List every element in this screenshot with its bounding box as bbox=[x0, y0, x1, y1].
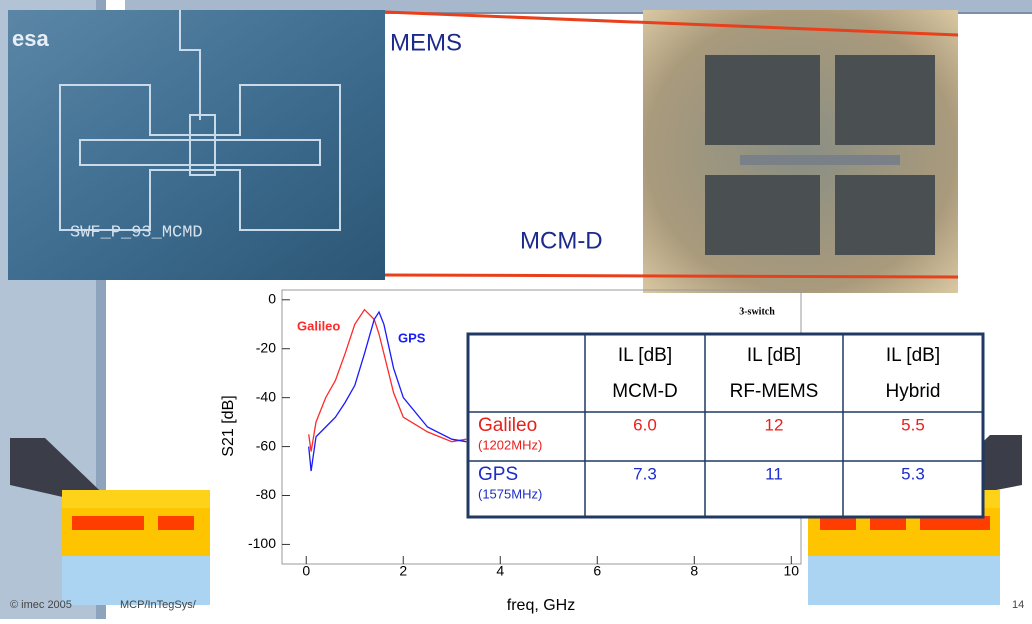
column-header: IL [dB] bbox=[886, 345, 940, 366]
page-number: 14 bbox=[1012, 599, 1024, 611]
x-tick-label: 2 bbox=[399, 563, 407, 579]
row-name: Galileo bbox=[478, 415, 537, 436]
mcmd-label: MCM-D bbox=[520, 227, 603, 254]
column-header: RF-MEMS bbox=[730, 381, 819, 402]
row-name: GPS bbox=[478, 464, 518, 485]
cell-value: 5.3 bbox=[901, 464, 925, 483]
y-tick-label: -80 bbox=[256, 486, 276, 502]
series-label: GPS bbox=[398, 330, 426, 345]
x-tick-label: 6 bbox=[593, 563, 601, 579]
zoom-line bbox=[385, 275, 958, 277]
x-tick-label: 10 bbox=[784, 563, 800, 579]
column-header: IL [dB] bbox=[618, 345, 672, 366]
table: IL [dB] MCM-D IL [dB] RF-MEMS IL [dB] Hybrid G… bbox=[468, 334, 983, 517]
y-axis-label: S21 [dB] bbox=[220, 395, 237, 456]
series-label: Galileo bbox=[297, 318, 340, 333]
footer-left: © imec 2005 bbox=[10, 599, 72, 611]
row-freq: (1575MHz) bbox=[478, 486, 542, 501]
column-header: IL [dB] bbox=[747, 345, 801, 366]
cell-value: 12 bbox=[765, 415, 784, 434]
footer-mid: MCP/InTegSys/ bbox=[120, 599, 197, 611]
x-axis-label: freq, GHz bbox=[507, 597, 575, 614]
cell-value: 11 bbox=[765, 464, 783, 483]
annotation: 3-switch bbox=[739, 306, 775, 317]
logo: esa bbox=[12, 26, 49, 51]
column-header: MCM-D bbox=[612, 381, 677, 402]
y-tick-label: -60 bbox=[256, 437, 276, 453]
column-header: Hybrid bbox=[886, 381, 941, 402]
cell-value: 5.5 bbox=[901, 415, 925, 434]
y-tick-label: 0 bbox=[268, 290, 276, 306]
x-tick-label: 4 bbox=[496, 563, 504, 579]
mems-label: MEMS bbox=[390, 29, 462, 56]
slide: esa SWF_P_93_MCMD MEMS MCM-D 0 -20 -40 -60 -… bbox=[0, 0, 1032, 619]
row-freq: (1202MHz) bbox=[478, 437, 542, 452]
cell-value: 6.0 bbox=[633, 415, 657, 434]
cell-value: 7.3 bbox=[633, 464, 657, 483]
x-tick-label: 8 bbox=[690, 563, 698, 579]
y-tick-label: -40 bbox=[256, 388, 276, 404]
photo-label: SWF_P_93_MCMD bbox=[70, 223, 203, 242]
y-tick-label: -100 bbox=[248, 535, 276, 551]
y-tick-label: -20 bbox=[256, 339, 276, 355]
x-tick-label: 0 bbox=[302, 563, 310, 579]
